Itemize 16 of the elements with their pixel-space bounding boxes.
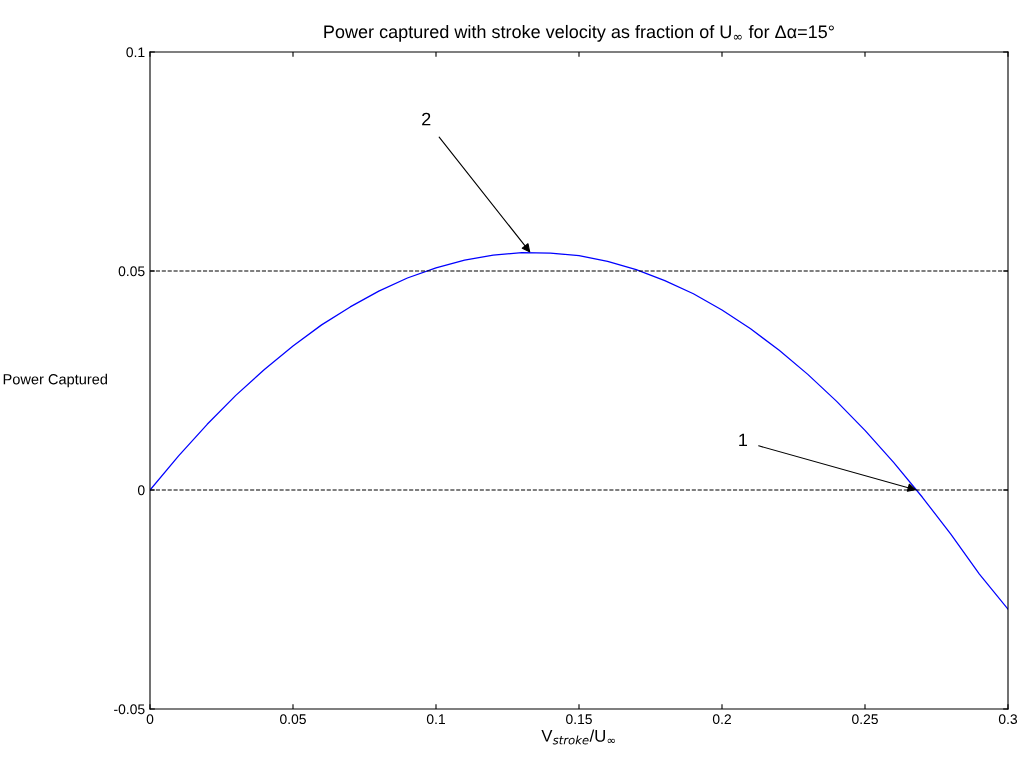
x-tick-label: 0	[146, 714, 154, 725]
y-tick-label: 0	[137, 485, 145, 496]
x-tick-label: 0.05	[280, 714, 306, 725]
annotation: 2	[422, 112, 431, 126]
annotation: 1	[739, 433, 748, 447]
y-tick-label: -0.05	[114, 704, 145, 715]
x-axis-title: V$_{stroke}$/U$_{∞}$	[541, 729, 615, 745]
y-tick-label: 0.1	[126, 47, 145, 58]
y-tick-label: 0.05	[118, 266, 145, 277]
x-tick-label: 0.25	[852, 714, 878, 725]
y-axis-title: Power Captured	[3, 373, 107, 388]
x-tick-label: 0.15	[566, 714, 592, 725]
x-tick-label: 0.1	[426, 714, 445, 725]
x-tick-label: 0.3	[998, 714, 1018, 725]
x-tick-label: 0.2	[712, 714, 731, 725]
chart-title: Power captured with stroke velocity as fraction of U$_{∞}$ for Δα=15°	[324, 24, 834, 42]
